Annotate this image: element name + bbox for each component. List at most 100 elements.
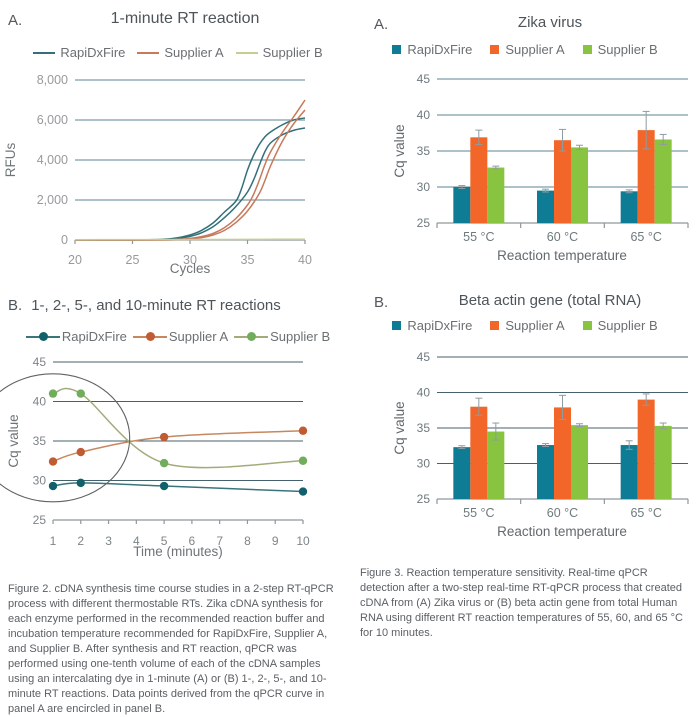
- x-tick-label: 5: [161, 534, 168, 548]
- data-point: [159, 458, 169, 468]
- legend-item: Supplier B: [234, 329, 330, 344]
- x-axis-title: Reaction temperature: [497, 524, 627, 539]
- y-axis-title: RFUs: [3, 143, 18, 178]
- y-axis-title: Cq value: [392, 124, 407, 177]
- data-point: [48, 481, 58, 491]
- bar: [620, 191, 638, 223]
- bar: [571, 147, 588, 223]
- data-point: [298, 487, 308, 496]
- y-tick-label: 0: [61, 233, 68, 247]
- legend-line-dot-swatch: [25, 332, 60, 341]
- data-point: [48, 389, 58, 398]
- x-tick-label: 4: [133, 534, 140, 548]
- y-tick-label: 40: [417, 108, 431, 122]
- data-point: [76, 389, 85, 398]
- legend-item: Supplier B: [582, 42, 658, 57]
- figure3-panel-b-label: B.: [374, 294, 389, 311]
- legend-line-swatch: [235, 51, 258, 54]
- x-tick-label: 35: [241, 253, 255, 267]
- x-axis-title: Reaction temperature: [497, 248, 627, 263]
- series-line: [74, 99, 306, 241]
- x-tick-label: 40: [298, 253, 312, 267]
- y-tick-label: 35: [417, 144, 431, 158]
- bar: [654, 425, 672, 499]
- x-tick-label: 25: [126, 253, 140, 267]
- bar: [470, 406, 488, 499]
- legend-item: Supplier A: [490, 318, 565, 333]
- y-tick-label: 2,000: [37, 193, 68, 207]
- y-tick-label: 30: [417, 180, 431, 194]
- data-point: [48, 457, 58, 466]
- figure3-panel-a-label: A.: [374, 16, 389, 33]
- category-label: 55 °C: [463, 230, 494, 244]
- bar: [554, 407, 571, 499]
- y-tick-label: 30: [33, 474, 47, 488]
- legend-label: RapiDxFire: [407, 42, 473, 57]
- legend-label: Supplier A: [164, 45, 224, 60]
- x-tick-label: 30: [183, 253, 197, 267]
- y-tick-label: 45: [417, 72, 431, 86]
- legend-item: Supplier A: [137, 45, 224, 60]
- y-tick-label: 45: [417, 350, 431, 364]
- category-label: 65 °C: [630, 506, 661, 520]
- category-label: 60 °C: [547, 230, 578, 244]
- series-line: [74, 109, 306, 241]
- y-tick-label: 25: [417, 492, 431, 506]
- legend-time-course: RapiDxFire Supplier A Supplier B: [0, 329, 356, 344]
- series-line: [52, 482, 304, 493]
- legend-line-dot-swatch: [234, 332, 269, 341]
- y-tick-label: 6,000: [37, 113, 68, 127]
- legend-item: Supplier B: [582, 318, 658, 333]
- encircle-annotation: [0, 373, 131, 503]
- x-tick-label: 8: [244, 534, 251, 548]
- chart-rt-1min-amplification: 0 2,000 4,000 6,000 8,000 20 25 30 35 40 Cycles RFU…: [3, 73, 312, 276]
- bar: [554, 140, 571, 223]
- y-tick-label: 45: [33, 355, 47, 369]
- legend-square-swatch: [392, 321, 402, 330]
- figure3-panel-a-title: Zika virus: [517, 14, 583, 31]
- legend-line-dot-swatch: [132, 332, 167, 341]
- legend-label: RapiDxFire: [60, 45, 126, 60]
- legend-label: Supplier B: [597, 318, 658, 333]
- series-line: [52, 429, 304, 463]
- legend-amplification: RapiDxFire Supplier A Supplier B: [0, 45, 356, 60]
- legend-square-swatch: [490, 45, 500, 54]
- legend-line-swatch: [137, 51, 160, 54]
- data-point: [76, 447, 85, 457]
- legend-item: RapiDxFire: [392, 318, 472, 333]
- x-axis-title: Cycles: [170, 261, 211, 276]
- x-tick-label: 2: [77, 534, 84, 548]
- x-tick-label: 6: [189, 534, 196, 548]
- data-point: [298, 456, 308, 465]
- x-axis-title: Time (minutes): [133, 544, 223, 559]
- bar: [537, 190, 554, 223]
- legend-label: Supplier A: [168, 329, 229, 344]
- y-tick-label: 40: [417, 386, 431, 400]
- legend-item: Supplier A: [490, 42, 565, 57]
- y-tick-label: 8,000: [37, 73, 68, 87]
- figure2-panel-a-label: A.: [8, 12, 23, 29]
- x-tick-label: 20: [68, 253, 82, 267]
- bar: [571, 425, 588, 499]
- figure2-panel-a-title: 1-minute RT reaction: [110, 10, 260, 27]
- data-point: [159, 432, 169, 442]
- data-point: [298, 426, 308, 435]
- y-tick-label: 4,000: [37, 153, 68, 167]
- data-point: [76, 478, 85, 488]
- legend-label: Supplier B: [597, 42, 658, 57]
- legend-square-swatch: [582, 321, 592, 330]
- legend-item: RapiDxFire: [33, 45, 125, 60]
- figure2-panel-b-title: 1-, 2-, 5-, and 10-minute RT reactions: [31, 297, 281, 314]
- x-tick-label: 3: [105, 534, 112, 548]
- figure3-panel-b-title: Beta actin gene (total RNA): [458, 292, 642, 309]
- y-tick-label: 25: [417, 216, 431, 230]
- series-line: [74, 238, 306, 241]
- y-tick-label: 40: [33, 395, 47, 409]
- bar: [453, 187, 471, 223]
- legend-label: Supplier B: [270, 329, 331, 344]
